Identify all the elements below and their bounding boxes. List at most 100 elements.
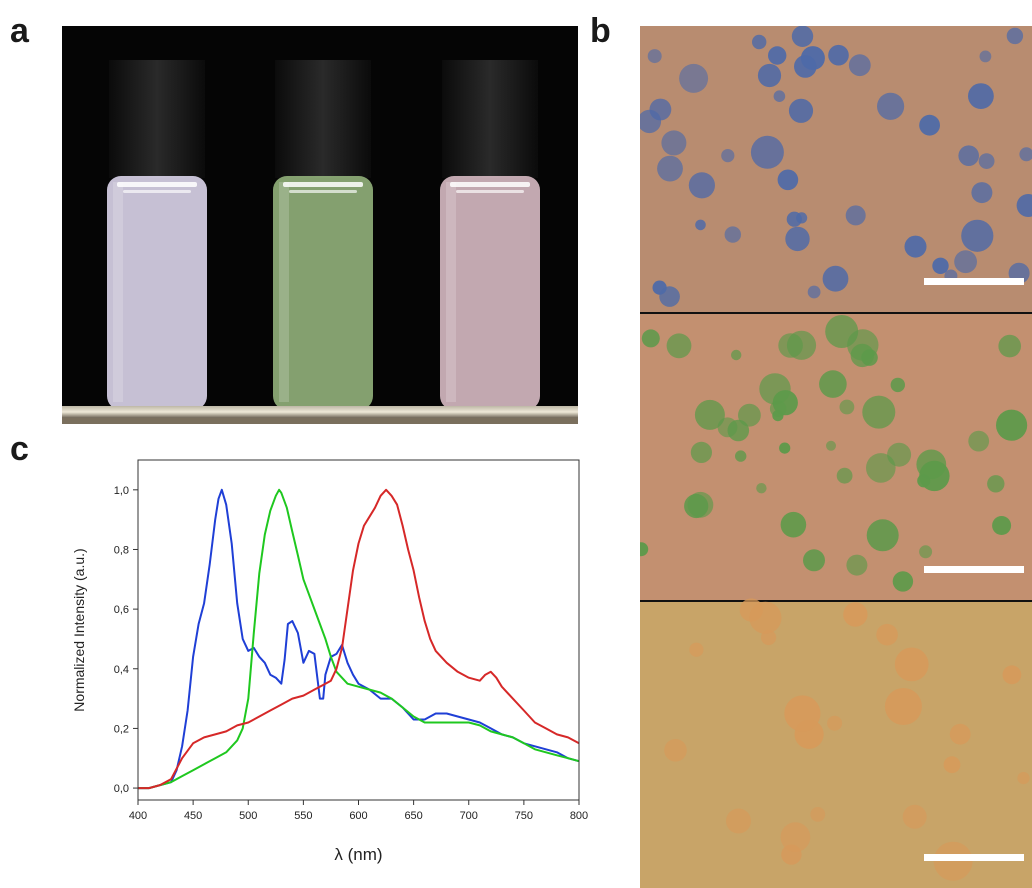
particle [768,46,787,65]
panel-letter-a: a [10,12,29,50]
particle [822,265,849,292]
microscope-image [640,314,1032,600]
particle [649,98,672,121]
particle [788,98,814,123]
particle [679,63,709,93]
x-tick-label: 500 [239,810,257,822]
image-divider [640,600,1032,602]
particle [641,329,660,348]
y-tick-label: 0,8 [114,544,129,556]
particle [684,493,709,519]
particle [721,149,735,163]
particle [827,715,843,731]
vials-photo [62,26,578,424]
particle [877,92,905,120]
particle [688,172,715,199]
microscope-background [640,602,1032,888]
particle [978,153,995,169]
chart-svg: 400 450 500 550 600 650 700 750 800 0,0 0,2 0,4 0,6… [71,459,588,864]
y-axis-title: Normalized Intensity (a.u.) [71,548,87,711]
vial-cap [109,60,205,178]
particle [659,286,680,307]
vial-cap [275,60,371,178]
particle [987,475,1005,493]
particle [819,370,847,398]
panel-letter-b: b [590,12,611,50]
particle [919,460,950,492]
x-tick-label: 700 [460,810,478,822]
vial-glare [123,190,191,193]
particle [902,804,927,829]
particle [772,390,798,416]
image-divider [640,312,1032,314]
y-tick-label: 0,6 [114,604,129,616]
series-line [138,488,580,790]
particle [664,739,687,762]
particle [690,441,712,463]
particle [887,442,912,467]
particle [828,44,849,66]
x-tick-label: 450 [184,810,202,822]
particle [773,90,786,102]
particle [717,417,738,438]
particle [752,34,767,50]
scale-bar [924,566,1024,573]
particle [933,841,973,881]
particle [1019,147,1032,162]
x-tick-label: 400 [129,810,147,822]
particle [689,642,704,657]
vial-highlight [113,182,123,402]
particle [694,399,725,430]
particle [919,114,940,136]
scale-bar [924,278,1024,285]
particle [803,549,825,572]
y-tick-label: 0,4 [114,664,129,676]
particle [876,623,898,646]
particle [780,511,807,538]
vial-glare [450,182,530,187]
series-line [138,488,580,790]
vial-glare [117,182,197,187]
particle [794,55,817,78]
particle [778,333,803,358]
particle [749,601,782,634]
particle [968,430,990,452]
particle [843,602,868,627]
vial-body [440,176,540,410]
particle [850,343,874,368]
particle [968,83,994,109]
vial-cap [442,60,538,178]
particle [884,688,922,725]
particle [836,467,853,484]
particle [724,226,741,243]
particle [731,349,742,361]
particle [807,285,821,299]
particle [1016,194,1032,217]
particle [961,219,994,252]
vial-glare [283,182,363,187]
particle [810,807,826,822]
shelf [62,406,578,418]
particle [949,723,971,745]
particle [735,450,747,462]
x-tick-label: 650 [404,810,422,822]
particle [954,250,977,274]
particle [998,334,1021,358]
particle [943,756,961,774]
plot-frame [137,459,580,801]
vial [273,60,373,410]
particle [892,571,914,592]
y-tick-label: 0,0 [114,783,129,795]
particle [845,205,866,226]
panel-letter-c: c [10,430,29,468]
x-tick-label: 550 [294,810,312,822]
particle [750,135,784,169]
particle [846,554,868,576]
particle [647,49,662,64]
particle [1017,772,1030,785]
particle [979,50,992,63]
vial [440,60,540,410]
particle [779,442,791,454]
vial-body [107,176,207,410]
particle [640,542,649,557]
